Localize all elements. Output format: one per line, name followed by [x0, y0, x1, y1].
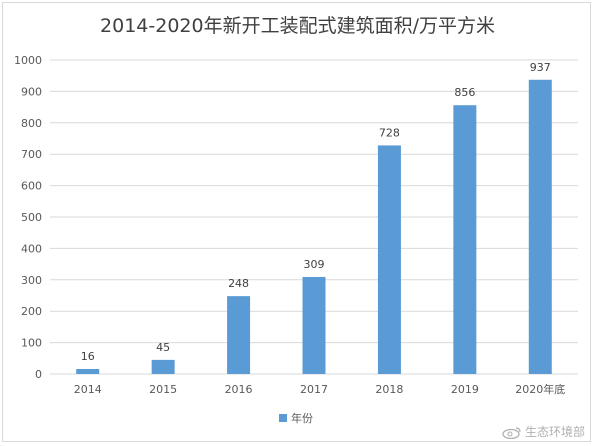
bar [528, 79, 552, 375]
data-label: 45 [156, 341, 170, 354]
bar [76, 368, 100, 374]
legend-swatch [279, 414, 287, 422]
y-tick-label: 900 [21, 85, 42, 98]
legend-label: 年份 [291, 411, 313, 425]
y-tick-label: 500 [21, 211, 42, 224]
bar [377, 145, 401, 374]
x-tick-label: 2016 [225, 383, 253, 396]
y-tick-label: 600 [21, 180, 42, 193]
bar [227, 296, 251, 374]
x-tick-label: 2017 [300, 383, 328, 396]
data-label: 16 [81, 350, 95, 363]
y-tick-label: 400 [21, 242, 42, 255]
data-label: 248 [228, 277, 249, 290]
y-axis-ticks: 0 100 200 300 400 500 600 700 800 900 1000 [14, 54, 42, 381]
bar [453, 105, 477, 374]
y-tick-label: 700 [21, 148, 42, 161]
gridlines [50, 59, 578, 375]
data-labels: 16 45 248 309 728 856 937 [81, 61, 551, 363]
bar [151, 359, 175, 374]
y-tick-label: 300 [21, 274, 42, 287]
x-tick-label: 2014 [74, 383, 102, 396]
watermark-text: 生态环境部 [524, 425, 585, 439]
y-tick-label: 1000 [14, 54, 42, 67]
x-tick-label: 2018 [375, 383, 403, 396]
weibo-watermark: 生态环境部 [502, 423, 585, 440]
y-tick-label: 100 [21, 337, 42, 350]
x-axis-ticks: 2014 2015 2016 2017 2018 2019 2020年底 [74, 382, 566, 396]
data-label: 856 [454, 86, 475, 99]
data-label: 728 [379, 126, 400, 139]
data-label: 937 [530, 61, 551, 74]
chart-frame [2, 2, 591, 442]
bars [76, 79, 552, 375]
y-tick-label: 0 [35, 368, 42, 381]
data-label: 309 [304, 258, 325, 271]
y-tick-label: 200 [21, 305, 42, 318]
bar [302, 276, 326, 374]
x-tick-label: 2015 [149, 383, 177, 396]
chart-title: 2014-2020年新开工装配式建筑面积/万平方米 [100, 15, 495, 37]
weibo-icon [502, 427, 521, 439]
y-tick-label: 800 [21, 117, 42, 130]
legend: 年份 [279, 411, 313, 425]
x-tick-label: 2020年底 [515, 382, 565, 396]
x-tick-label: 2019 [451, 383, 479, 396]
